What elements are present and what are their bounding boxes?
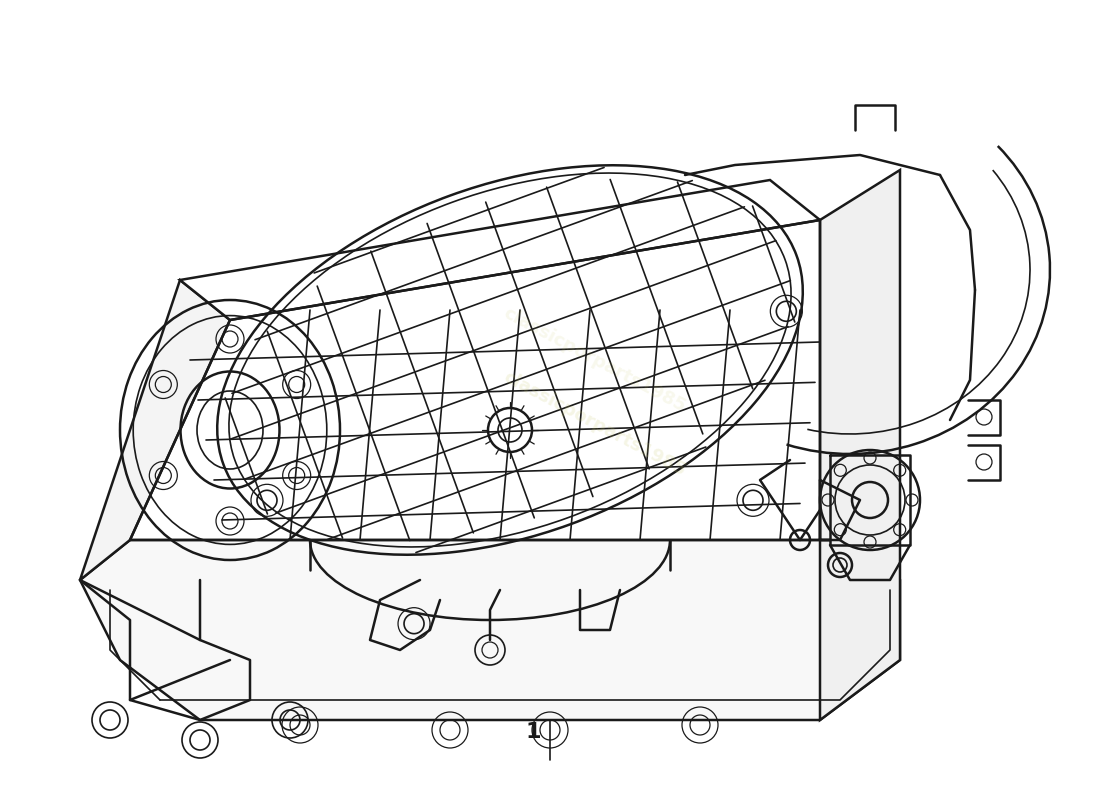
Text: classicporparts1985: classicporparts1985: [499, 368, 689, 480]
Text: 1: 1: [526, 722, 541, 742]
Text: classicporparts1985: classicporparts1985: [499, 304, 689, 416]
Polygon shape: [80, 280, 230, 580]
Polygon shape: [820, 170, 900, 720]
Polygon shape: [180, 180, 819, 320]
Polygon shape: [80, 540, 900, 720]
